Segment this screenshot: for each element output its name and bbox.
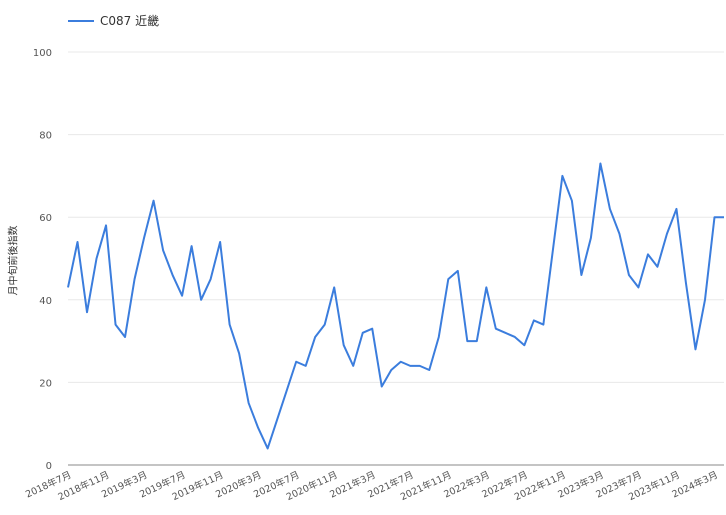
y-axis-title: 月中旬前後指数 <box>2 190 22 330</box>
legend-label: C087 近畿 <box>100 14 160 28</box>
x-axis-ticks: 2018年7月2018年11月2019年3月2019年7月2019年11月202… <box>24 469 720 503</box>
y-axis-ticks: 0 20 40 60 80 100 <box>33 48 52 472</box>
legend-line-swatch <box>68 19 94 22</box>
gridlines <box>68 51 724 383</box>
y-tick-label: 100 <box>33 48 52 59</box>
legend: C087 近畿 <box>68 12 159 29</box>
y-tick-label: 80 <box>39 131 52 142</box>
y-tick-label: 20 <box>39 378 52 389</box>
y-tick-label: 40 <box>39 296 52 307</box>
series-line <box>67 162 724 450</box>
y-axis-label: 月中旬前後指数 <box>8 225 20 295</box>
y-tick-label: 60 <box>39 213 52 224</box>
y-tick-label: 0 <box>46 461 52 472</box>
